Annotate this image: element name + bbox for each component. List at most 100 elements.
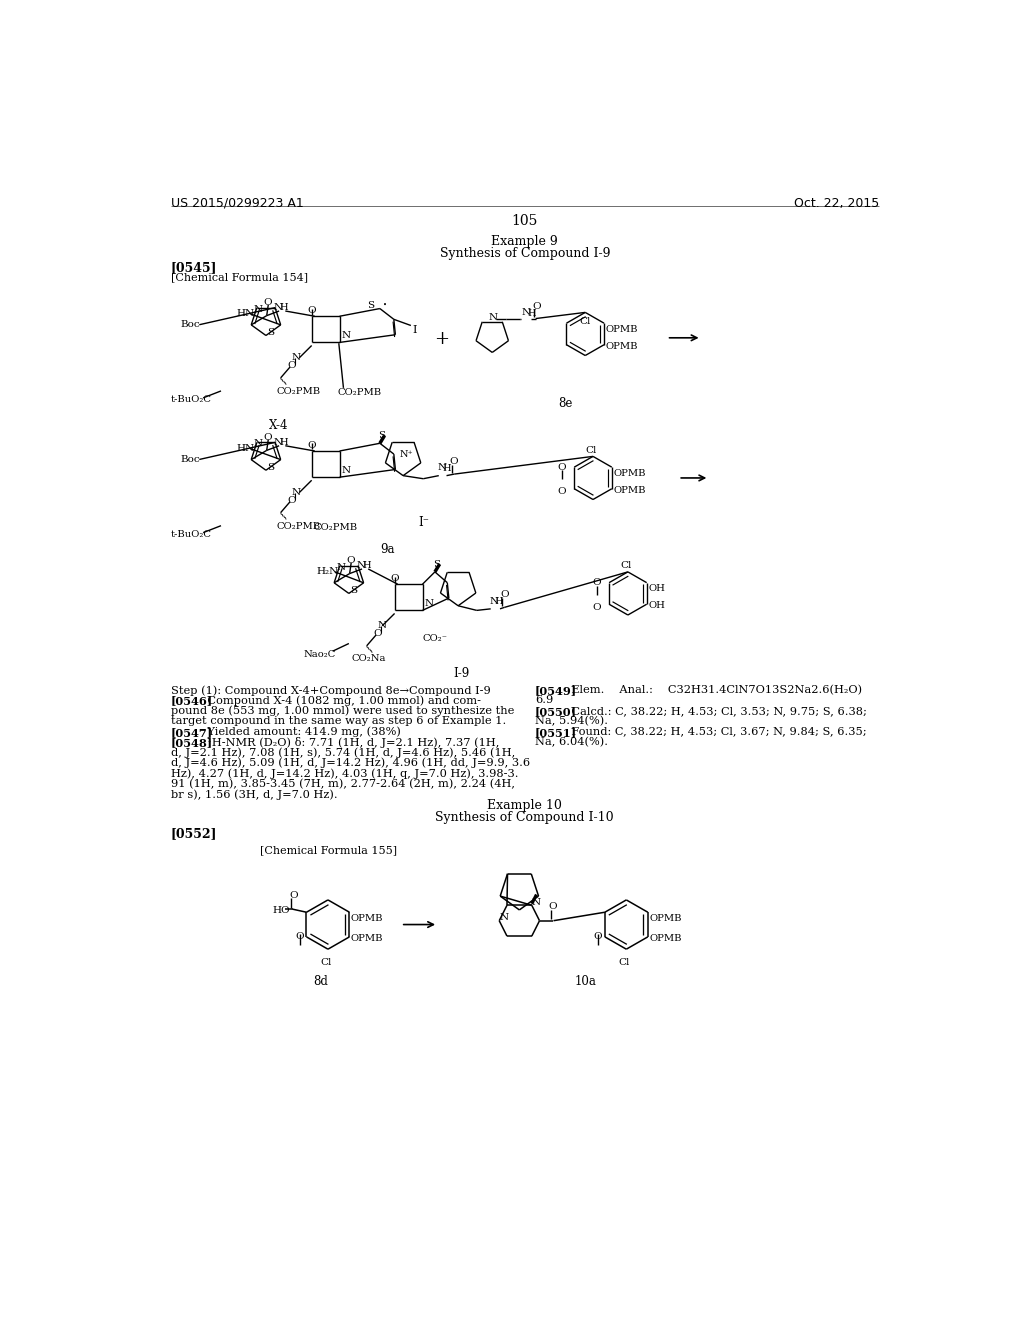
Text: S: S [378, 432, 385, 440]
Text: O: O [263, 433, 272, 442]
Text: N: N [341, 466, 350, 475]
Text: O: O [450, 457, 459, 466]
Text: HN: HN [237, 309, 255, 318]
Text: br s), 1.56 (3H, d, J=7.0 Hz).: br s), 1.56 (3H, d, J=7.0 Hz). [171, 789, 337, 800]
Text: 105: 105 [512, 214, 538, 228]
Text: 10a: 10a [574, 974, 596, 987]
Text: OH: OH [648, 585, 666, 593]
Text: Boc: Boc [180, 321, 201, 329]
Text: Calcd.: C, 38.22; H, 4.53; Cl, 3.53; N, 9.75; S, 6.38;: Calcd.: C, 38.22; H, 4.53; Cl, 3.53; N, … [560, 706, 867, 715]
Text: O: O [532, 302, 541, 310]
Text: O: O [390, 574, 398, 583]
Text: N: N [273, 438, 283, 447]
Text: S: S [267, 463, 274, 471]
Text: Example 9: Example 9 [492, 235, 558, 248]
Text: [0550]: [0550] [535, 706, 577, 717]
Text: Nao₂C: Nao₂C [303, 649, 336, 659]
Text: Cl: Cl [321, 958, 332, 968]
Text: N: N [424, 599, 433, 609]
Text: S: S [433, 560, 440, 569]
Text: O: O [263, 298, 272, 308]
Text: O: O [557, 463, 566, 471]
Text: N: N [341, 331, 350, 341]
Text: t-BuO₂C: t-BuO₂C [171, 395, 212, 404]
Text: N: N [254, 305, 263, 314]
Text: O: O [290, 891, 298, 900]
Text: Cl: Cl [618, 958, 630, 968]
Text: N: N [531, 898, 541, 907]
Text: CO₂PMB: CO₂PMB [337, 388, 381, 397]
Text: [0551]: [0551] [535, 726, 577, 738]
Text: O: O [594, 932, 602, 941]
Text: I⁻: I⁻ [419, 516, 430, 529]
Text: +: + [434, 330, 450, 348]
Text: [0552]: [0552] [171, 826, 217, 840]
Text: 6.9: 6.9 [535, 696, 553, 705]
Text: [0548]: [0548] [171, 737, 213, 748]
Text: S: S [350, 586, 357, 595]
Text: O: O [592, 603, 601, 611]
Text: Elem.  Anal.:  C32H31.4ClN7O13S2Na2.6(H₂O): Elem. Anal.: C32H31.4ClN7O13S2Na2.6(H₂O) [560, 685, 862, 696]
Text: O: O [557, 487, 566, 496]
Text: 9a: 9a [380, 544, 395, 557]
Text: N: N [500, 913, 508, 923]
Text: OPMB: OPMB [351, 913, 383, 923]
Text: CO₂Na: CO₂Na [351, 655, 386, 663]
Text: O: O [549, 903, 557, 911]
Text: O: O [295, 932, 304, 941]
Text: N: N [292, 488, 301, 498]
Text: Synthesis of Compound I-10: Synthesis of Compound I-10 [435, 810, 614, 824]
Text: N: N [337, 562, 346, 572]
Text: HN: HN [237, 445, 255, 453]
Text: O: O [287, 362, 296, 370]
Text: N: N [254, 440, 263, 449]
Text: Boc: Boc [180, 455, 201, 463]
Text: OPMB: OPMB [613, 486, 646, 495]
Text: OPMB: OPMB [605, 342, 638, 351]
Text: [Chemical Formula 155]: [Chemical Formula 155] [260, 845, 397, 855]
Text: [0545]: [0545] [171, 261, 217, 275]
Text: N: N [378, 622, 387, 630]
Text: OPMB: OPMB [613, 469, 646, 478]
Text: 91 (1H, m), 3.85-3.45 (7H, m), 2.77-2.64 (2H, m), 2.24 (4H,: 91 (1H, m), 3.85-3.45 (7H, m), 2.77-2.64… [171, 779, 515, 789]
Text: Na, 5.94(%).: Na, 5.94(%). [535, 717, 608, 726]
Text: N⁺: N⁺ [399, 450, 413, 458]
Text: N: N [521, 308, 530, 317]
Text: N: N [437, 463, 446, 473]
Text: US 2015/0299223 A1: US 2015/0299223 A1 [171, 197, 303, 210]
Text: H: H [527, 309, 536, 318]
Text: O: O [592, 578, 601, 587]
Text: Found: C, 38.22; H, 4.53; Cl, 3.67; N, 9.84; S, 6.35;: Found: C, 38.22; H, 4.53; Cl, 3.67; N, 9… [560, 726, 867, 737]
Text: pound 8e (553 mg, 1.00 mmol) were used to synthesize the: pound 8e (553 mg, 1.00 mmol) were used t… [171, 706, 514, 717]
Text: ¹H-NMR (D₂O) δ: 7.71 (1H, d, J=2.1 Hz), 7.37 (1H,: ¹H-NMR (D₂O) δ: 7.71 (1H, d, J=2.1 Hz), … [197, 737, 500, 748]
Text: S: S [368, 301, 375, 310]
Text: H: H [442, 465, 452, 473]
Text: OPMB: OPMB [649, 933, 682, 942]
Text: Na, 6.04(%).: Na, 6.04(%). [535, 737, 608, 747]
Text: •: • [383, 301, 387, 309]
Text: Oct. 22, 2015: Oct. 22, 2015 [794, 197, 879, 210]
Text: HO: HO [272, 907, 290, 915]
Text: Cl: Cl [621, 561, 632, 570]
Text: X-4: X-4 [269, 418, 289, 432]
Text: 8e: 8e [559, 397, 573, 411]
Text: I: I [413, 326, 417, 335]
Text: d, J=4.6 Hz), 5.09 (1H, d, J=14.2 Hz), 4.96 (1H, dd, J=9.9, 3.6: d, J=4.6 Hz), 5.09 (1H, d, J=14.2 Hz), 4… [171, 758, 529, 768]
Text: [0549]: [0549] [535, 685, 577, 696]
Text: OPMB: OPMB [605, 325, 638, 334]
Text: Synthesis of Compound I-9: Synthesis of Compound I-9 [439, 247, 610, 260]
Text: t-BuO₂C: t-BuO₂C [171, 529, 212, 539]
Text: Example 10: Example 10 [487, 799, 562, 812]
Text: Hz), 4.27 (1H, d, J=14.2 Hz), 4.03 (1H, q, J=7.0 Hz), 3.98-3.: Hz), 4.27 (1H, d, J=14.2 Hz), 4.03 (1H, … [171, 768, 518, 779]
Text: OH: OH [648, 601, 666, 610]
Text: CO₂PMB: CO₂PMB [314, 523, 358, 532]
Text: CO₂⁻: CO₂⁻ [423, 635, 447, 643]
Text: O: O [500, 590, 509, 599]
Text: N: N [489, 597, 499, 606]
Text: Cl: Cl [579, 317, 591, 326]
Text: 8d: 8d [312, 974, 328, 987]
Text: H: H [495, 598, 503, 606]
Text: Yielded amount: 414.9 mg, (38%): Yielded amount: 414.9 mg, (38%) [197, 726, 401, 738]
Text: N: N [273, 304, 283, 313]
Text: O: O [307, 441, 315, 450]
